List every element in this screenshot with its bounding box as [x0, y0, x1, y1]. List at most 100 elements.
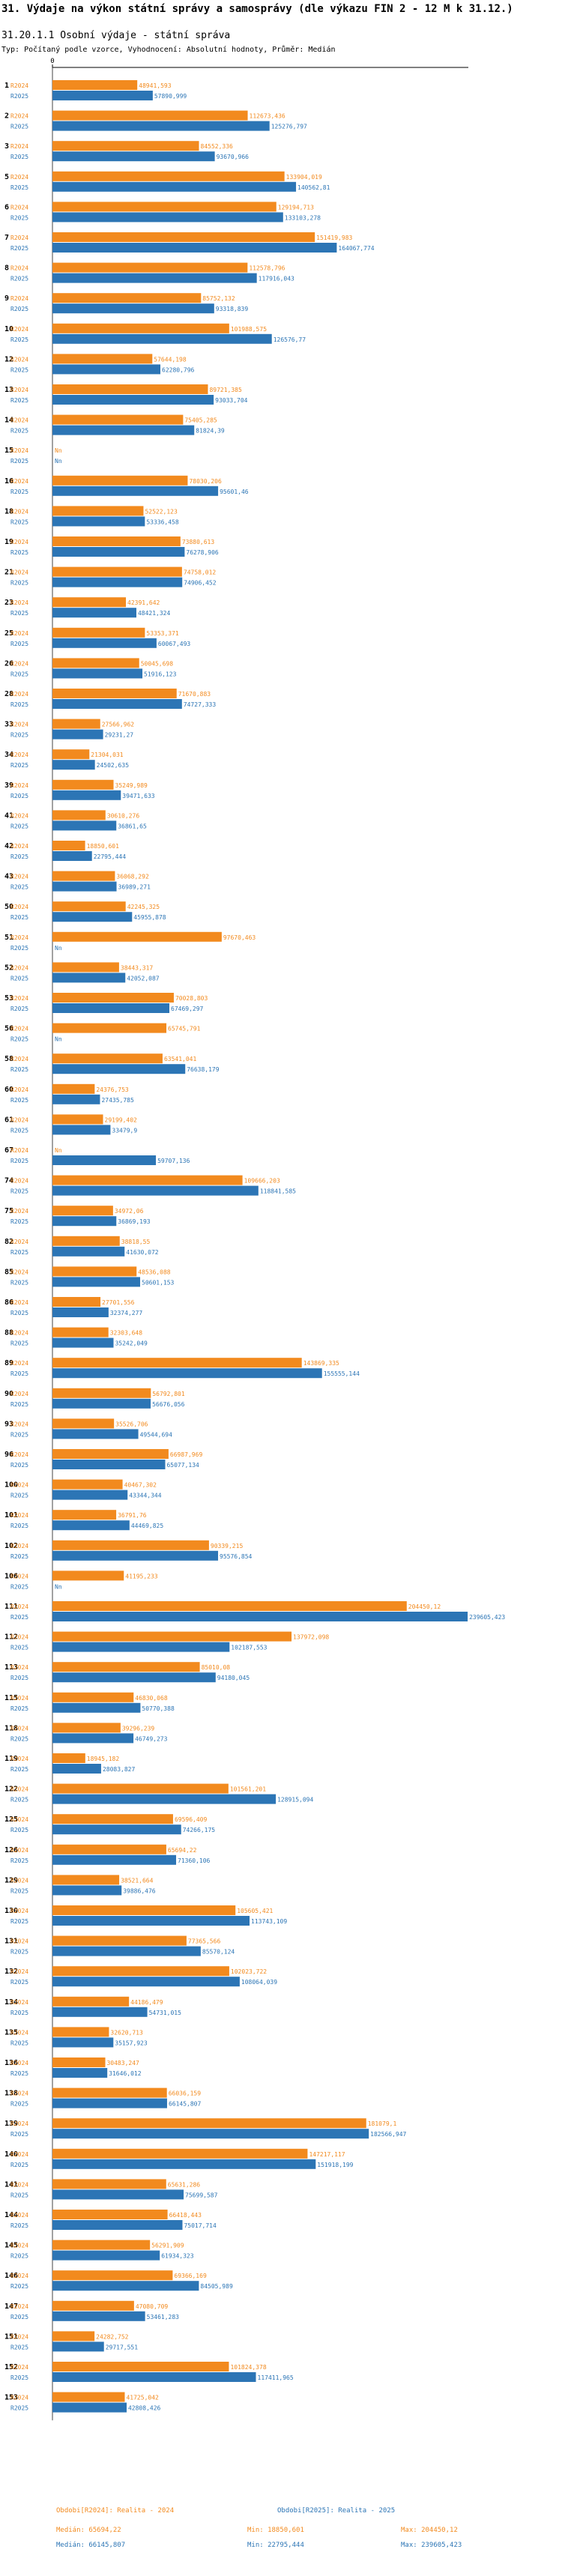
value-label-r2024: 63541,041 — [164, 1056, 197, 1062]
group-label: 132 — [4, 1968, 18, 1976]
value-label-r2025: 66145,807 — [169, 2101, 202, 2108]
series-label-r2025: R2025 — [10, 458, 28, 465]
series-label-r2024: R2024 — [10, 1147, 28, 1154]
bar-r2024 — [52, 779, 114, 790]
value-label-r2025: 117916,043 — [259, 276, 294, 282]
min-2025: Min: 22795,444 — [247, 2542, 304, 2549]
series-label-r2025: R2025 — [10, 671, 28, 677]
series-label-r2024: R2024 — [10, 2364, 28, 2371]
bar-r2024 — [52, 262, 248, 273]
series-label-r2025: R2025 — [10, 1918, 28, 1925]
bar-r2025 — [52, 1612, 468, 1621]
series-label-r2025: R2025 — [10, 1797, 28, 1803]
group-label: 2 — [4, 112, 9, 121]
value-label-r2024: 143869,335 — [303, 1360, 339, 1367]
bar-r2024 — [52, 962, 119, 973]
value-label-r2024: 32303,648 — [110, 1330, 143, 1337]
bar-r2025 — [52, 729, 103, 740]
bar-r2025 — [52, 1064, 186, 1074]
series-label-r2025: R2025 — [10, 336, 28, 343]
series-label-r2025: R2025 — [10, 397, 28, 404]
bar-r2025 — [52, 1642, 230, 1652]
bar-r2024 — [52, 475, 188, 486]
series-label-r2025: R2025 — [10, 2192, 28, 2198]
bar-r2025 — [52, 212, 283, 223]
value-label-r2025: 27435,785 — [101, 1097, 134, 1104]
bar-r2024 — [52, 1692, 134, 1702]
bar-r2025 — [52, 2159, 316, 2169]
series-label-r2024: R2024 — [10, 326, 28, 333]
series-label-r2024: R2024 — [10, 356, 28, 363]
series-label-r2025: R2025 — [10, 1401, 28, 1408]
value-label-r2025: 53336,458 — [146, 518, 179, 525]
series-label-r2024: R2024 — [10, 1512, 28, 1519]
series-label-r2025: R2025 — [10, 1340, 28, 1347]
series-label-r2025: R2025 — [10, 1006, 28, 1012]
value-label-r2024: 27566,962 — [102, 722, 135, 728]
group-label: 86 — [4, 1298, 13, 1307]
value-label-r2025: 93033,704 — [215, 397, 248, 404]
series-label-r2024: R2024 — [10, 235, 28, 241]
value-label-r2024: 48536,088 — [138, 1269, 171, 1275]
value-label-r2025: 75017,714 — [184, 2222, 217, 2229]
value-label-r2024: 56792,801 — [152, 1391, 185, 1397]
bar-r2025 — [52, 2068, 108, 2078]
value-label-r2024: 24282,752 — [96, 2333, 129, 2340]
group-label: 6 — [4, 203, 9, 211]
series-label-r2024: R2024 — [10, 1968, 28, 1975]
series-label-r2024: R2024 — [10, 1573, 28, 1579]
bar-r2024 — [52, 110, 248, 121]
series-label-r2024: R2024 — [10, 1086, 28, 1093]
series-label-r2024: R2024 — [10, 874, 28, 880]
series-label-r2025: R2025 — [10, 762, 28, 769]
bar-r2025 — [52, 1702, 141, 1713]
bar-r2024 — [52, 658, 139, 668]
series-label-r2024: R2024 — [10, 1816, 28, 1823]
bar-r2025 — [52, 881, 117, 892]
bar-r2024 — [52, 1023, 167, 1033]
series-label-r2024: R2024 — [10, 1360, 28, 1367]
group-label: 93 — [4, 1420, 13, 1428]
value-label-r2025: 74906,452 — [184, 580, 217, 587]
bar-r2024 — [52, 597, 127, 608]
value-label-r2024: 70028,803 — [175, 995, 208, 1002]
series-label-r2025: R2025 — [10, 306, 28, 312]
value-label-r2024: 29199,402 — [105, 1116, 138, 1123]
value-label-r2025: 67469,297 — [171, 1006, 204, 1012]
bar-r2024 — [52, 1083, 95, 1094]
group-label: 56 — [4, 1025, 13, 1033]
series-label-r2025: R2025 — [10, 1645, 28, 1651]
value-label-r2025: Nn — [55, 1036, 62, 1043]
group-label: 3 — [4, 142, 9, 151]
series-label-r2024: R2024 — [10, 1239, 28, 1245]
bar-r2025 — [52, 1490, 128, 1500]
series-label-r2025: R2025 — [10, 2344, 28, 2350]
series-label-r2024: R2024 — [10, 599, 28, 606]
series-label-r2024: R2024 — [10, 1391, 28, 1397]
group-label: 100 — [4, 1481, 18, 1490]
bar-r2024 — [52, 2331, 95, 2341]
group-label: 8 — [4, 264, 9, 273]
value-label-r2025: 39471,633 — [122, 793, 155, 799]
bar-r2024 — [52, 1388, 151, 1398]
bar-r2024 — [52, 1449, 169, 1459]
chart-type-info: Typ: Počítaný podle vzorce, Vyhodnocení:… — [1, 46, 336, 54]
group-label: 129 — [4, 1876, 18, 1884]
value-label-r2024: 32620,713 — [110, 2029, 143, 2036]
series-label-r2025: R2025 — [10, 214, 28, 221]
group-label: 144 — [4, 2211, 18, 2219]
value-label-r2024: 66036,159 — [169, 2090, 202, 2097]
series-label-r2025: R2025 — [10, 1462, 28, 1469]
group-label: 106 — [4, 1572, 18, 1580]
series-label-r2024: R2024 — [10, 2395, 28, 2401]
group-label: 58 — [4, 1055, 13, 1063]
value-label-r2024: 47080,709 — [136, 2303, 169, 2310]
value-label-r2025: 50601,153 — [142, 1279, 175, 1286]
bar-r2025 — [52, 973, 126, 983]
bar-r2024 — [52, 1783, 229, 1794]
value-label-r2025: 43344,344 — [129, 1493, 162, 1499]
group-label: 41 — [4, 811, 13, 820]
group-label: 26 — [4, 659, 13, 668]
bar-r2025 — [52, 151, 215, 162]
value-label-r2025: 74266,175 — [183, 1827, 216, 1833]
